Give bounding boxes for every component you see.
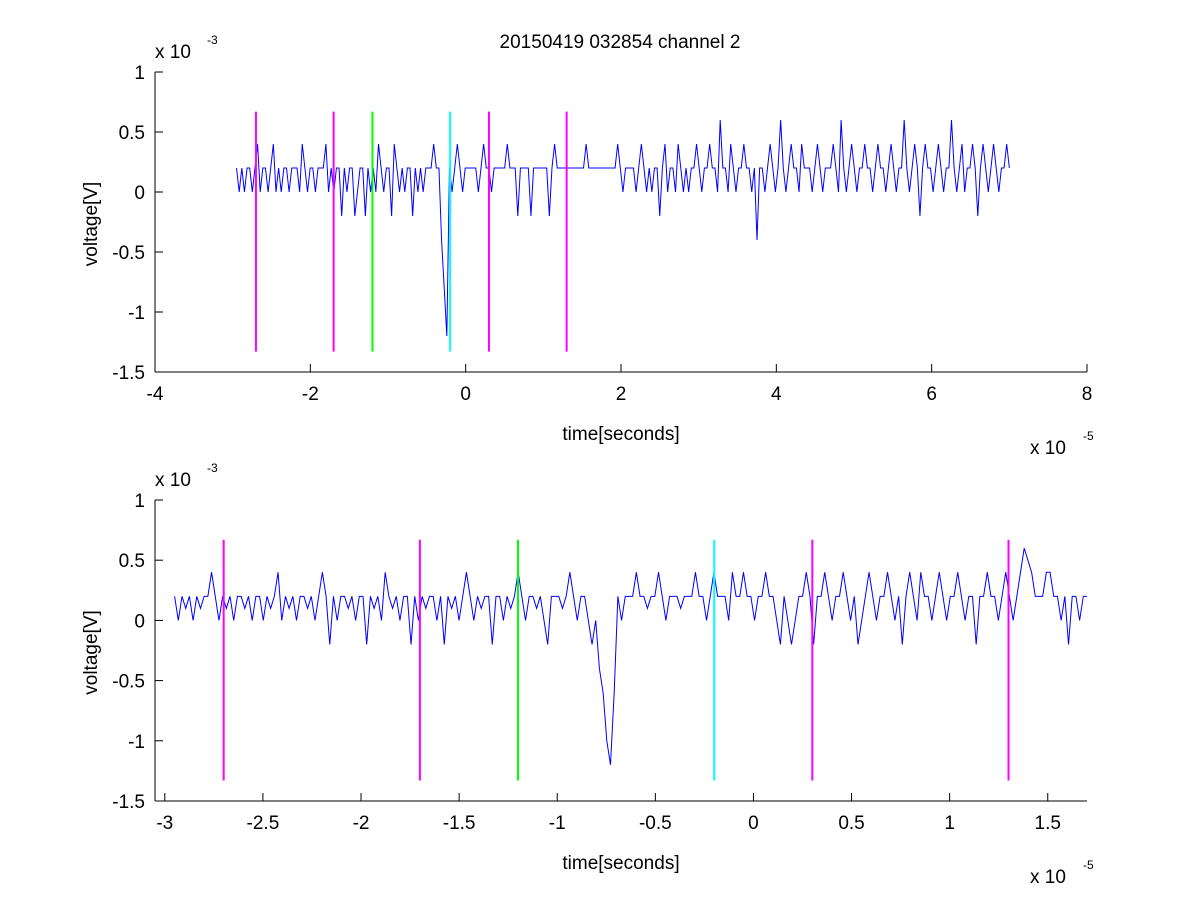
bottom-axes: -3 -2.5 -2 -1.5 -1 -0.5 0 0.5 1 1.5 -1.5 -1 -0.5 0 0.5… xyxy=(81,461,1094,888)
top-y-tick-label: 0.5 xyxy=(119,123,145,144)
bottom-y-exponent: x 10 xyxy=(155,470,191,491)
bottom-x-tick-label: 0 xyxy=(748,813,759,834)
top-y-tick-label: 0 xyxy=(134,183,145,204)
bottom-y-tick-label: -0.5 xyxy=(112,672,145,693)
bottom-x-tick-label: -0.5 xyxy=(639,813,672,834)
bottom-y-axis-label: voltage[V] xyxy=(81,610,102,695)
top-y-tick-label: -1 xyxy=(128,303,145,324)
top-x-axis-label: time[seconds] xyxy=(562,424,679,445)
top-x-tick-label: -2 xyxy=(302,384,319,405)
bottom-x-tick-label: 0.5 xyxy=(838,813,864,834)
bottom-x-axis-label: time[seconds] xyxy=(562,853,679,874)
bottom-x-exponent: x 10 xyxy=(1030,867,1066,888)
top-x-tick-label: 4 xyxy=(771,384,782,405)
bottom-y-tick-label: 0.5 xyxy=(119,551,145,572)
figure-title: 20150419 032854 channel 2 xyxy=(500,32,741,53)
top-y-axis-label: voltage[V] xyxy=(81,182,102,267)
bottom-x-tick-label: -1.5 xyxy=(443,813,476,834)
top-x-tick-label: 8 xyxy=(1082,384,1093,405)
top-y-tick-label: -1.5 xyxy=(112,363,145,384)
bottom-x-tick-label: -3 xyxy=(156,813,173,834)
bottom-y-tick-label: 1 xyxy=(134,491,145,512)
top-y-tick-label: 1 xyxy=(134,63,145,84)
top-y-exponent: x 10 xyxy=(155,42,191,63)
bottom-x-tick-label: -1 xyxy=(549,813,566,834)
bottom-x-tick-label: -2.5 xyxy=(247,813,280,834)
bottom-series-line xyxy=(174,548,1087,765)
bottom-x-tick-label: -2 xyxy=(353,813,370,834)
top-y-exponent-power: -3 xyxy=(207,33,218,47)
top-x-tick-label: 2 xyxy=(616,384,627,405)
top-axes: -4 -2 0 2 4 6 8 -1.5 -1 -0.5 0 0.5 1 time[seconds] vol… xyxy=(81,33,1094,459)
top-x-tick-label: -4 xyxy=(147,384,164,405)
top-x-tick-label: 0 xyxy=(460,384,471,405)
top-series-line xyxy=(236,119,1010,337)
bottom-x-exponent-power: -5 xyxy=(1083,858,1094,872)
bottom-x-tick-label: 1 xyxy=(944,813,955,834)
bottom-y-exponent-power: -3 xyxy=(207,461,218,475)
bottom-y-tick-label: 0 xyxy=(134,611,145,632)
bottom-x-tick-label: 1.5 xyxy=(1035,813,1061,834)
bottom-y-tick-label: -1 xyxy=(128,732,145,753)
top-x-exponent: x 10 xyxy=(1030,438,1066,459)
bottom-y-tick-label: -1.5 xyxy=(112,792,145,813)
top-x-exponent-power: -5 xyxy=(1083,429,1094,443)
top-x-tick-label: 6 xyxy=(926,384,937,405)
top-y-tick-label: -0.5 xyxy=(112,243,145,264)
